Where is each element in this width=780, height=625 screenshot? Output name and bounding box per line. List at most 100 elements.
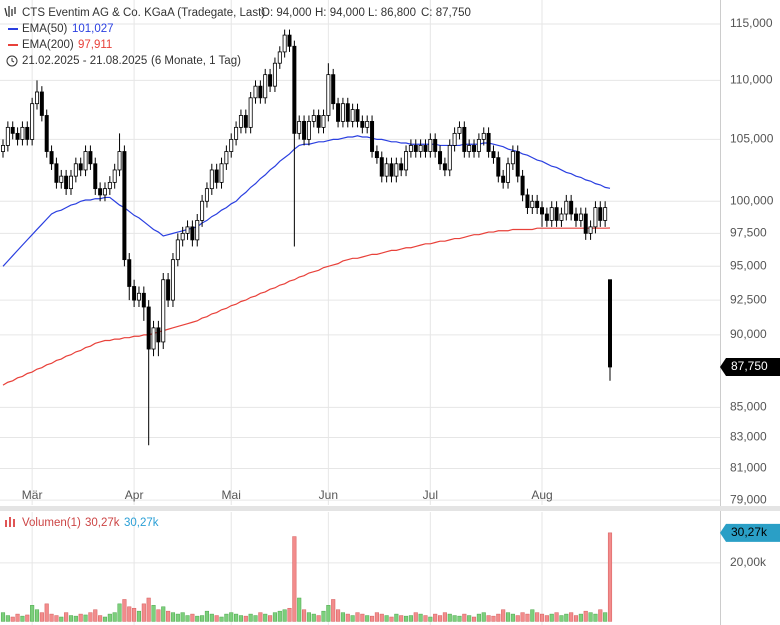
candle-body bbox=[574, 213, 579, 221]
candle-body bbox=[336, 103, 341, 122]
candle-body bbox=[423, 145, 428, 152]
candle-body bbox=[287, 34, 292, 47]
candle-body bbox=[496, 157, 501, 177]
candle-body bbox=[554, 207, 559, 221]
candle-body bbox=[413, 145, 418, 152]
candle-body bbox=[117, 151, 122, 171]
candle-body bbox=[136, 292, 141, 301]
candle-body bbox=[540, 207, 545, 215]
volume-legend-value: 30,27k bbox=[124, 517, 159, 529]
candle-body bbox=[132, 286, 137, 301]
candle-body bbox=[345, 103, 350, 122]
candle-body bbox=[170, 259, 175, 301]
candle-body bbox=[598, 207, 603, 221]
volume-bar bbox=[525, 613, 530, 622]
volume-bar bbox=[243, 615, 248, 622]
volume-bar bbox=[209, 613, 214, 622]
volume-bar bbox=[185, 615, 190, 622]
volume-bar bbox=[282, 609, 287, 622]
candle-body bbox=[462, 126, 467, 152]
candle-body bbox=[457, 126, 462, 134]
clock-hand bbox=[11, 58, 15, 63]
candle-body bbox=[68, 175, 73, 190]
volume-bar bbox=[5, 615, 10, 622]
volume-bar bbox=[122, 599, 127, 622]
volume-legend-value: 30,27k bbox=[85, 517, 120, 529]
volume-bar bbox=[25, 614, 30, 622]
volume-bar bbox=[195, 615, 200, 622]
volume-bar bbox=[569, 612, 574, 622]
volume-bar bbox=[287, 607, 292, 622]
candle-body bbox=[102, 188, 107, 196]
candle-body bbox=[248, 97, 253, 128]
volume-bar bbox=[88, 612, 93, 622]
candle-body bbox=[530, 200, 535, 209]
volume-bar bbox=[107, 613, 112, 622]
volume-bar bbox=[10, 616, 15, 622]
volume-bar bbox=[399, 615, 404, 622]
volume-bar bbox=[34, 609, 40, 622]
volume-bar bbox=[311, 613, 316, 622]
volume-bar bbox=[15, 613, 20, 622]
volume-bar bbox=[297, 597, 302, 622]
y-tick-label: 105,000 bbox=[730, 132, 774, 146]
panel-separator bbox=[0, 506, 780, 511]
volume-bar bbox=[578, 613, 583, 622]
candle-body bbox=[243, 115, 248, 128]
volume-bar bbox=[258, 612, 263, 622]
y-tick-label: 83,000 bbox=[730, 430, 767, 444]
volume-bar bbox=[350, 615, 355, 622]
volume-bar bbox=[374, 612, 379, 622]
legend-name: EMA(200) bbox=[22, 39, 74, 51]
y-tick-label: 92,500 bbox=[730, 292, 767, 306]
candle-body bbox=[54, 163, 59, 183]
candle-body bbox=[535, 200, 540, 209]
candle-body bbox=[355, 109, 360, 122]
y-tick-label: 90,000 bbox=[730, 327, 767, 341]
candle-body bbox=[549, 207, 554, 221]
volume-icon bbox=[13, 519, 15, 527]
volume-bar bbox=[0, 612, 6, 622]
candle-body bbox=[340, 103, 345, 122]
candle-body bbox=[258, 85, 263, 99]
candle-body bbox=[88, 151, 93, 165]
label-layer: 79,000 81,000 83,000 85,000 90,000 92,500 95,0… bbox=[8, 16, 780, 569]
candle-body bbox=[350, 109, 355, 122]
x-tick-label: Jul bbox=[423, 488, 438, 502]
candle-body bbox=[200, 200, 205, 221]
volume-bar bbox=[539, 613, 545, 622]
candle-body bbox=[73, 163, 78, 177]
candle-body bbox=[98, 188, 103, 196]
candle-body bbox=[0, 145, 6, 152]
y-tick-label: 115,000 bbox=[730, 16, 773, 30]
volume-bar bbox=[136, 610, 142, 622]
candle-body bbox=[433, 138, 438, 152]
candle-body bbox=[370, 121, 375, 152]
volume-bar bbox=[68, 615, 74, 622]
volume-bar bbox=[132, 607, 137, 622]
volume-bar bbox=[486, 615, 491, 622]
volume-bar bbox=[510, 613, 515, 622]
volume-bar bbox=[166, 610, 171, 622]
candle-body bbox=[122, 151, 127, 261]
candle-body bbox=[229, 138, 234, 152]
legend-value: 101,027 bbox=[72, 23, 114, 35]
candle-body bbox=[467, 145, 472, 152]
candle-body bbox=[224, 151, 229, 165]
y-tick-label: 110,000 bbox=[730, 73, 773, 87]
candle-body bbox=[374, 151, 379, 159]
candle-body bbox=[166, 279, 171, 301]
volume-bar bbox=[292, 536, 297, 622]
volume-bar bbox=[64, 612, 69, 622]
volume-bar bbox=[224, 613, 229, 622]
volume-bar bbox=[302, 609, 307, 622]
candle-body bbox=[384, 163, 389, 177]
candle-body bbox=[583, 213, 588, 234]
volume-bar bbox=[544, 615, 549, 622]
candle-body bbox=[578, 213, 583, 221]
candle-body bbox=[302, 121, 307, 140]
candle-body bbox=[321, 115, 326, 128]
candle-body bbox=[282, 34, 287, 53]
volume-bar bbox=[336, 609, 341, 622]
